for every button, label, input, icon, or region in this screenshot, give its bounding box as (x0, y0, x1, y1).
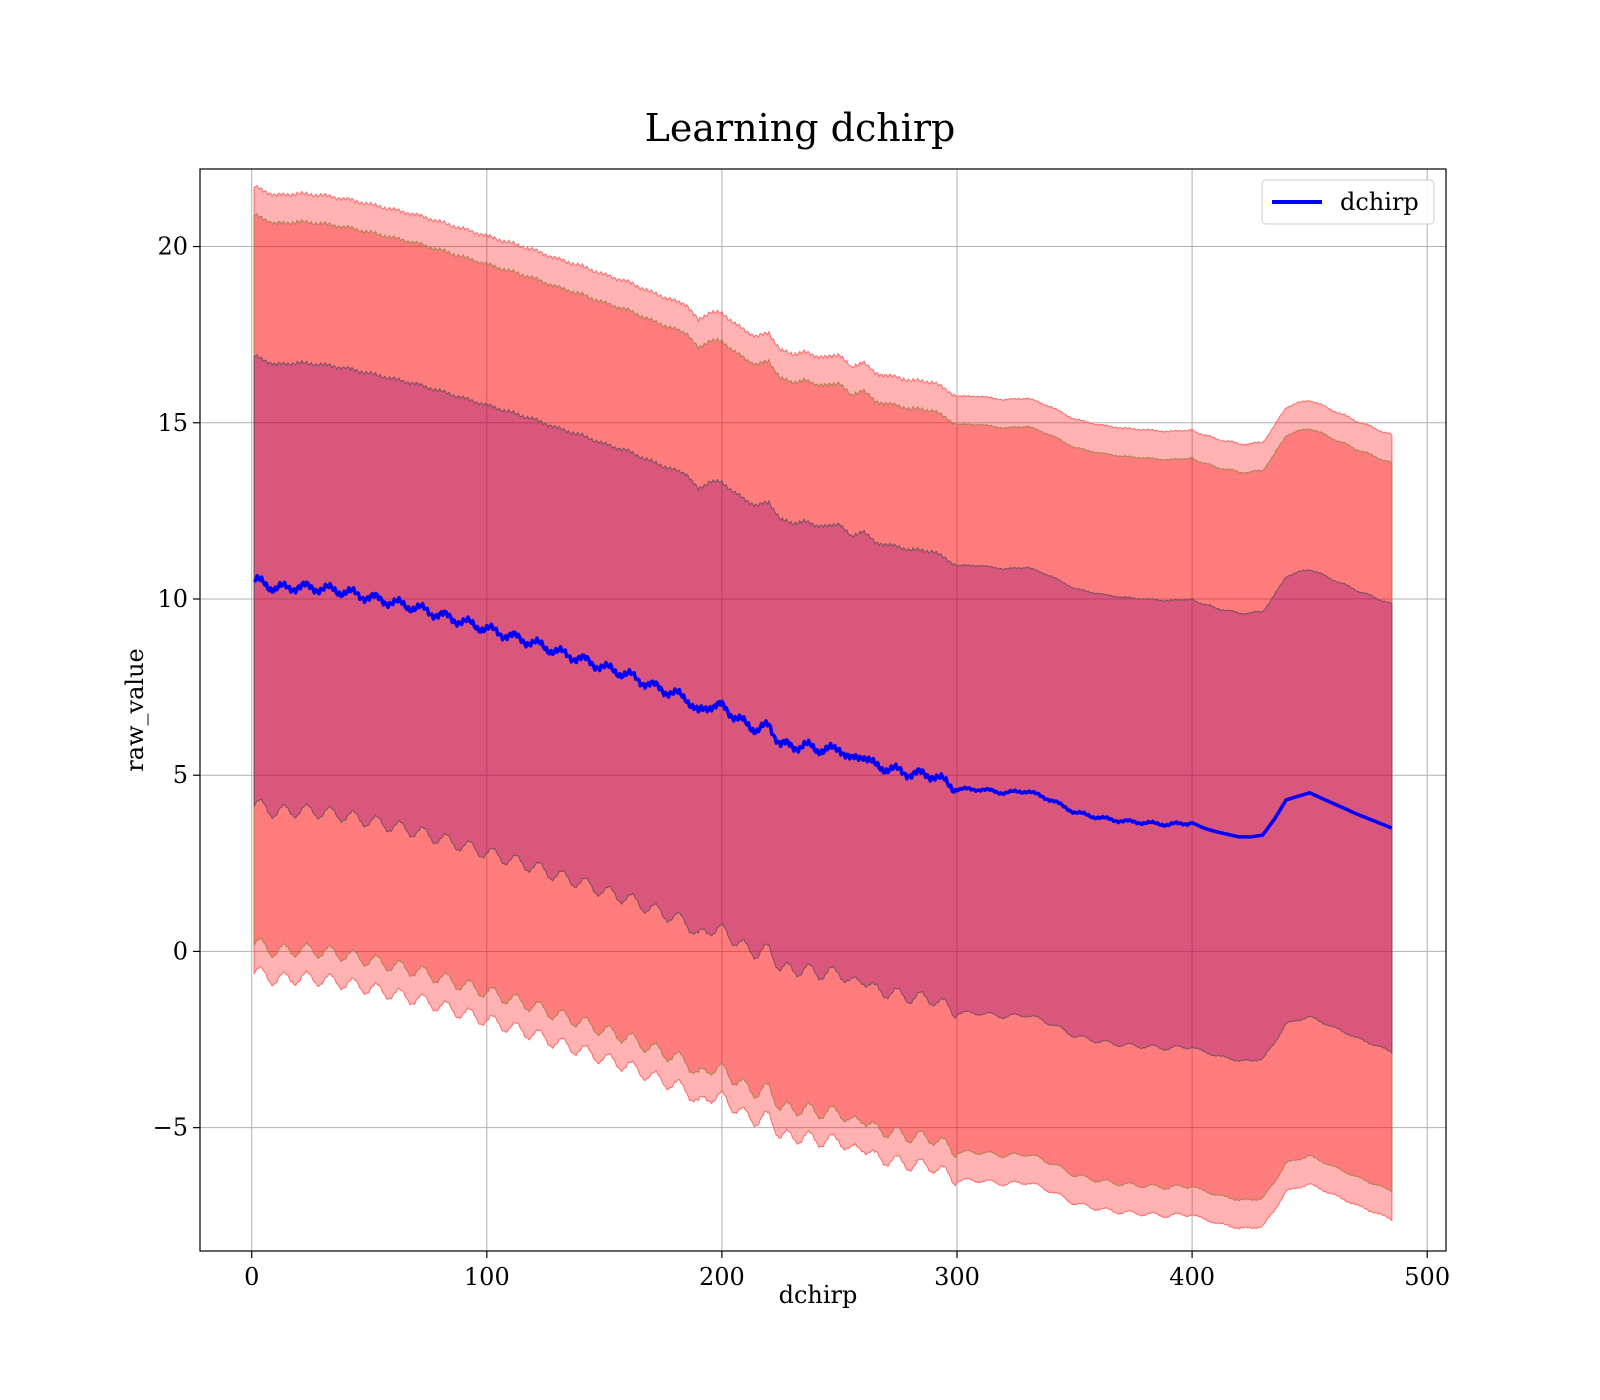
series-line-dchirp (253, 573, 1393, 839)
grid (200, 169, 1446, 1251)
series-lines (253, 573, 1393, 839)
band-two-sigma (253, 213, 1393, 1202)
y-axis-label: raw_value (121, 648, 149, 772)
y-tick-label-15: 15 (157, 409, 188, 437)
x-tick-label-0: 0 (244, 1263, 259, 1291)
x-tick-label-400: 400 (1169, 1263, 1215, 1291)
y-tick-label-5: 5 (173, 761, 188, 789)
axis-ticks: 0 100 200 300 400 500 −5 0 5 10 15 20 (153, 233, 1450, 1291)
band-one-sigma (253, 353, 1393, 1063)
legend[interactable]: dchirp (1261, 179, 1435, 225)
band-two-sigma-outer (253, 184, 1393, 1230)
legend-box (1261, 179, 1435, 225)
y-tick-label-0: 0 (173, 937, 188, 965)
y-tick-label-10: 10 (157, 585, 188, 613)
chart-title: Learning dchirp (645, 106, 956, 150)
y-tick-label-20: 20 (157, 233, 188, 261)
uncertainty-bands (253, 184, 1393, 1230)
y-tick-label--5: −5 (153, 1114, 188, 1142)
plot-frame (199, 168, 1447, 1252)
x-tick-label-200: 200 (699, 1263, 745, 1291)
legend-label-dchirp: dchirp (1340, 188, 1419, 216)
x-tick-label-300: 300 (934, 1263, 980, 1291)
x-tick-label-100: 100 (464, 1263, 510, 1291)
x-tick-label-500: 500 (1404, 1263, 1450, 1291)
x-axis-label: dchirp (779, 1281, 858, 1309)
